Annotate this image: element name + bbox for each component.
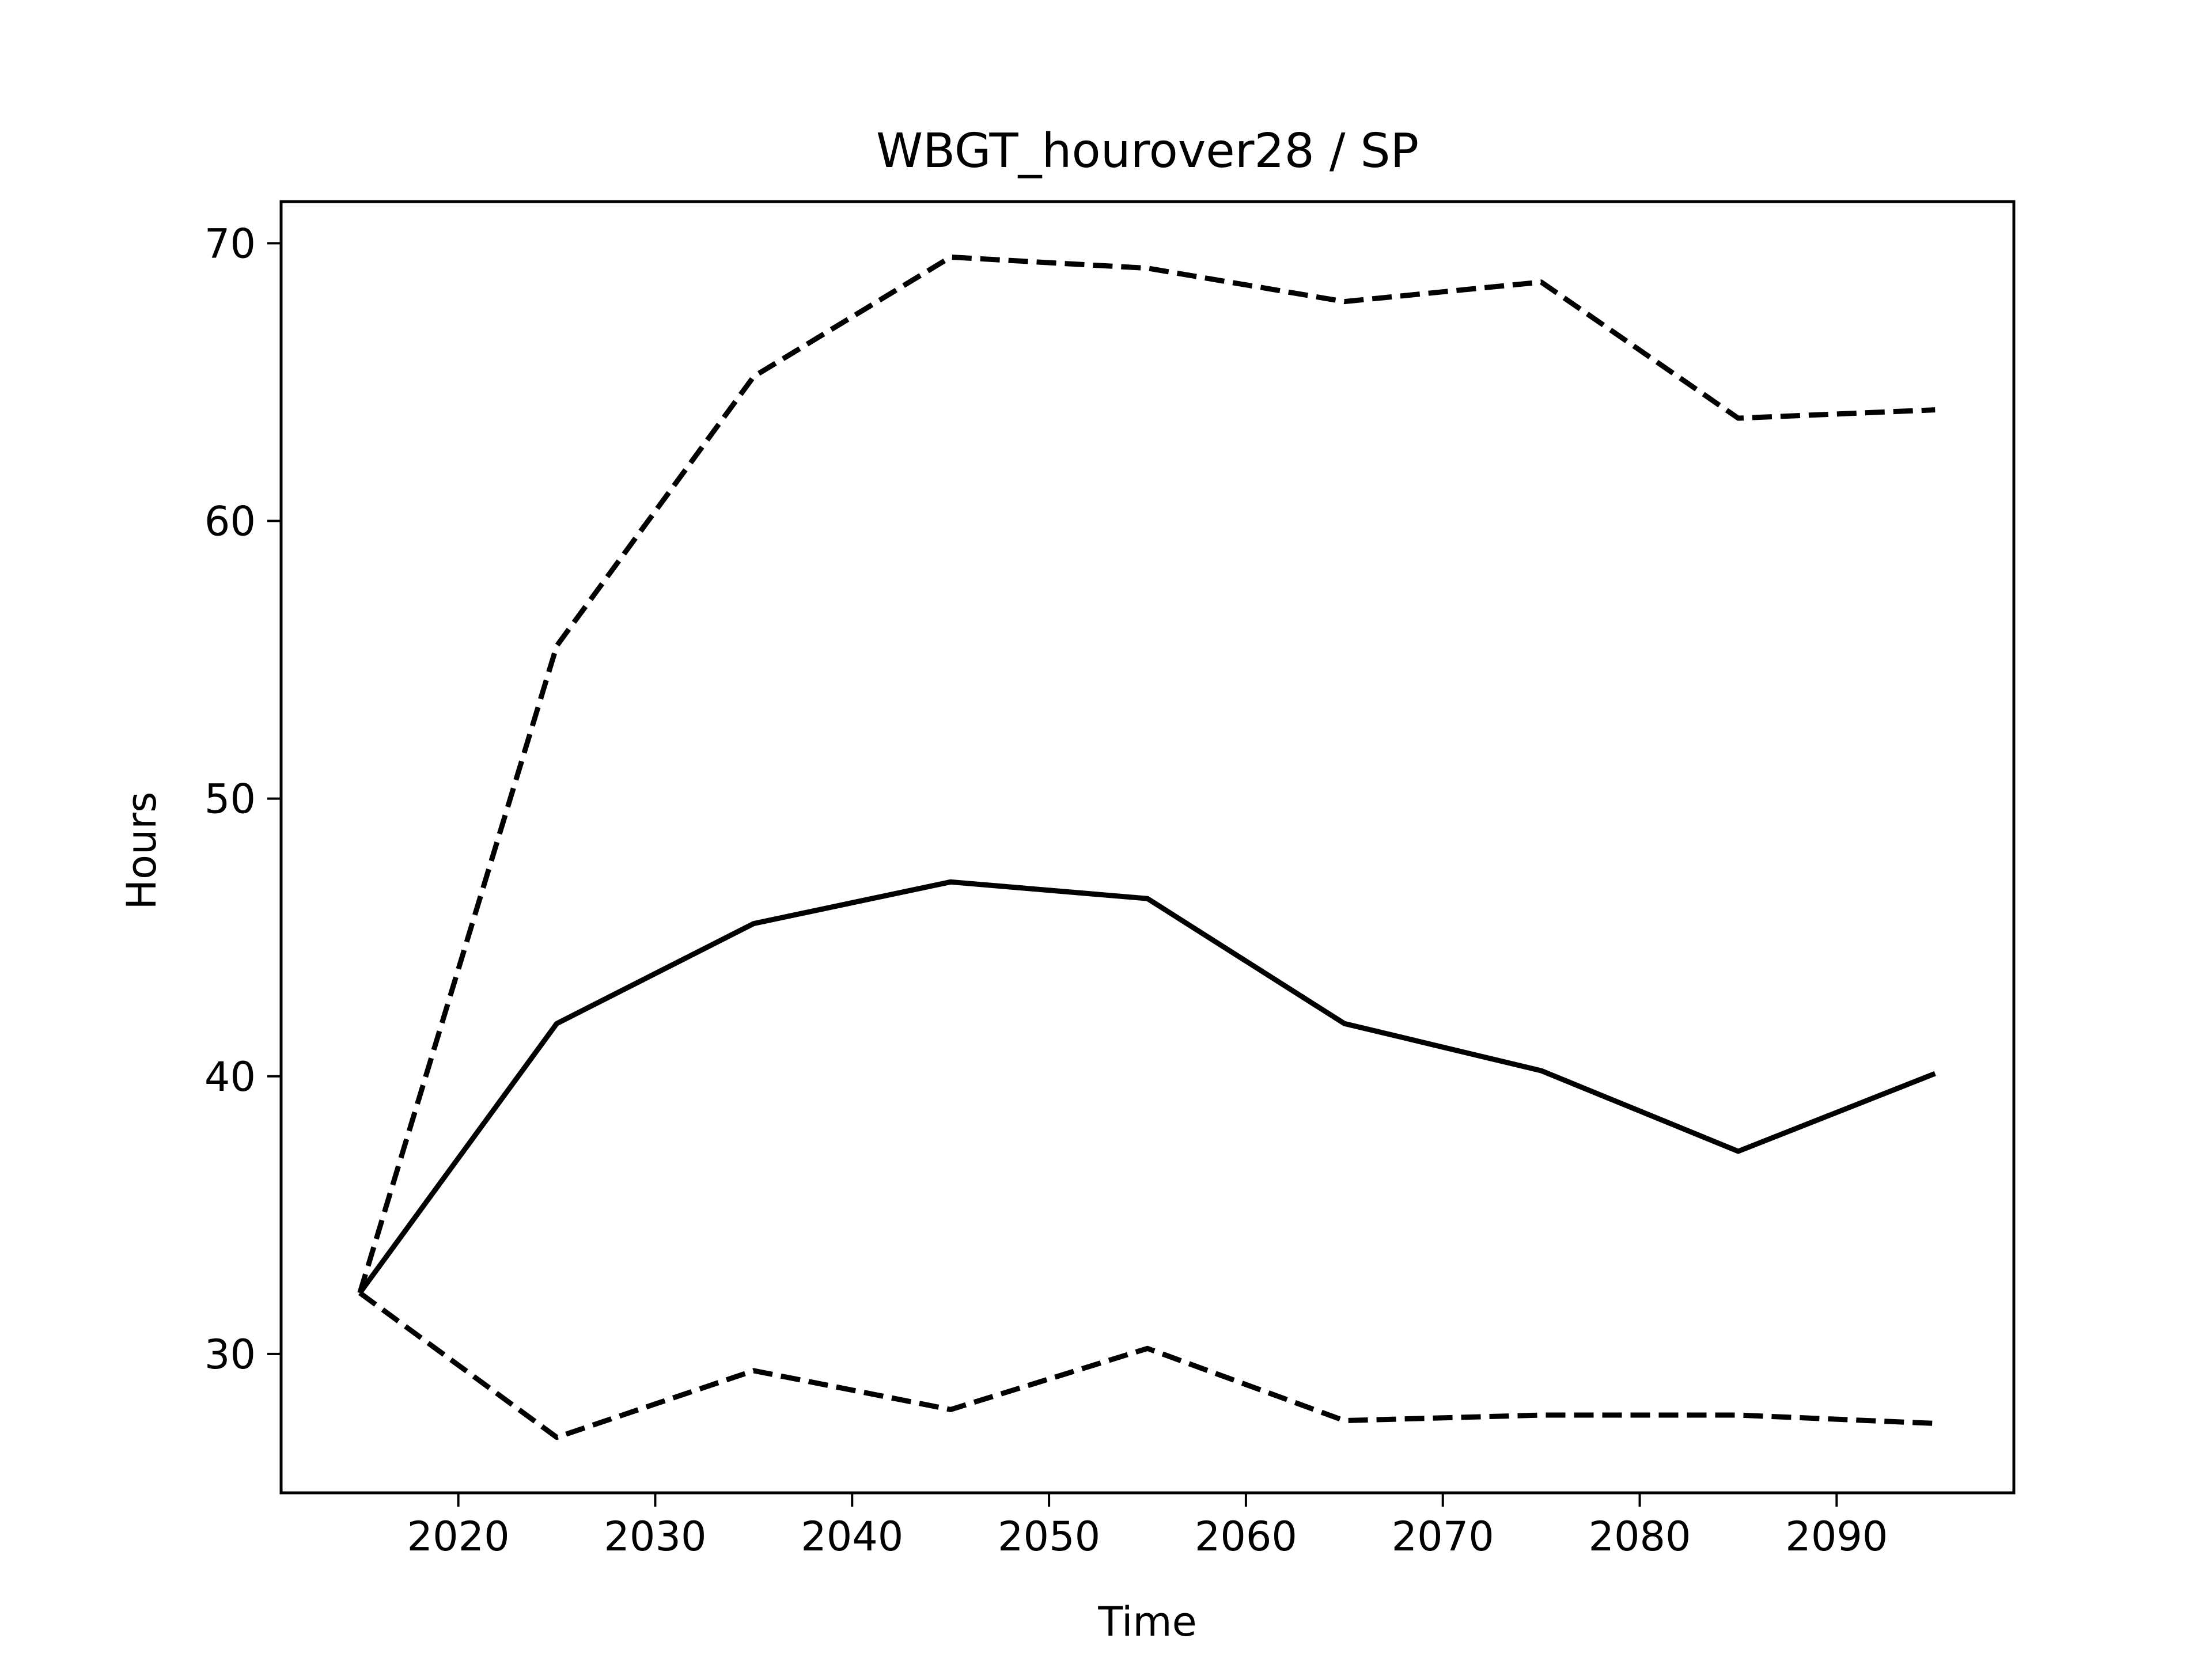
y-axis-label: Hours	[118, 791, 165, 909]
x-tick-label: 2050	[998, 1513, 1100, 1560]
x-tick-label: 2020	[407, 1513, 510, 1560]
x-tick-label: 2040	[801, 1513, 903, 1560]
y-tick-label: 50	[204, 776, 256, 823]
series-line-median-solid-line	[358, 879, 1936, 1295]
series-line-lower-dashed-line	[358, 1291, 1936, 1440]
y-axis-ticks: 30 40 50 60 70	[204, 220, 281, 1378]
x-axis-label: Time	[1097, 1598, 1196, 1645]
plot-frame	[279, 200, 2016, 1495]
x-tick-label: 2060	[1195, 1513, 1297, 1560]
chart-title: WBGT_hourover28 / SP	[876, 124, 1419, 179]
x-tick-label: 2030	[604, 1513, 706, 1560]
series-line-upper-dashed-line	[357, 254, 1936, 1294]
y-tick-label: 40	[204, 1053, 256, 1101]
y-tick-label: 30	[204, 1331, 256, 1378]
x-tick-label: 2080	[1588, 1513, 1691, 1560]
x-tick-label: 2070	[1392, 1513, 1494, 1560]
x-axis-ticks: 2020 2030 2040 2050 2060 2070 2080 2090	[407, 1493, 1888, 1560]
y-tick-label: 60	[204, 498, 256, 545]
y-tick-label: 70	[204, 220, 256, 267]
x-tick-label: 2090	[1785, 1513, 1888, 1560]
series-layer	[357, 254, 1936, 1440]
